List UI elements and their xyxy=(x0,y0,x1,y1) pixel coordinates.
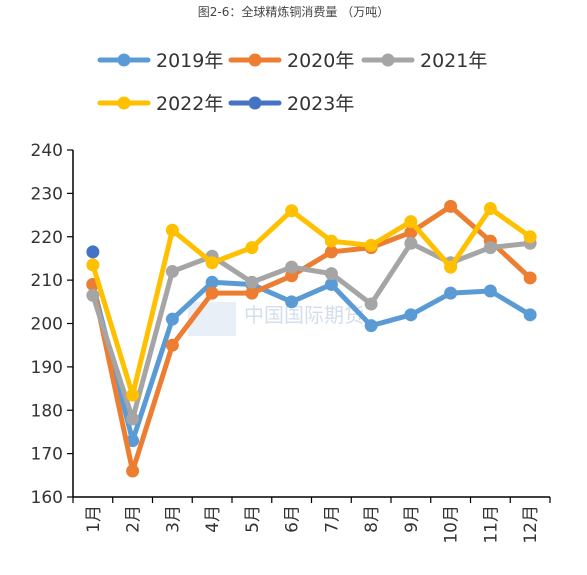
y-tick-label: 160 xyxy=(31,488,63,508)
x-tick-label: 5月 xyxy=(243,505,263,533)
data-point xyxy=(285,295,299,309)
watermark: 中国国际期货 xyxy=(188,302,364,336)
legend-swatch-marker xyxy=(248,53,262,67)
data-point xyxy=(523,308,537,322)
data-point xyxy=(285,204,299,218)
data-point xyxy=(86,288,100,302)
chart-axes: 160 170 180 190 200 210 220 230 240 1月 2月 3月 4月 5月 6月 7… xyxy=(31,141,551,544)
series-line xyxy=(90,279,533,444)
x-tick-label: 6月 xyxy=(283,505,303,533)
data-point xyxy=(126,464,140,478)
x-tick-label: 4月 xyxy=(203,505,223,533)
data-point xyxy=(324,234,338,248)
data-point xyxy=(444,199,458,213)
y-tick-label: 170 xyxy=(31,445,63,465)
y-tick-label: 230 xyxy=(31,184,63,204)
data-point xyxy=(404,215,418,229)
data-point xyxy=(86,245,100,259)
data-point xyxy=(205,256,219,270)
x-tick-label: 3月 xyxy=(163,505,183,533)
data-point xyxy=(444,286,458,300)
data-point xyxy=(86,258,100,272)
watermark-block xyxy=(188,302,236,336)
legend-swatch-marker xyxy=(248,96,262,110)
data-point xyxy=(126,388,140,402)
x-tick-label: 2月 xyxy=(124,505,144,533)
data-point xyxy=(324,277,338,291)
legend-label: 2022年 xyxy=(156,93,223,115)
y-tick-label: 200 xyxy=(31,315,63,335)
y-tick-label: 210 xyxy=(31,271,63,291)
legend-swatch-marker xyxy=(117,53,131,67)
data-point xyxy=(364,319,378,333)
data-point xyxy=(364,297,378,311)
data-point xyxy=(404,225,418,239)
data-point xyxy=(165,312,179,326)
y-tick-label: 220 xyxy=(31,228,63,248)
legend-label: 2019年 xyxy=(156,50,223,72)
x-tick-label: 11月 xyxy=(481,505,501,544)
y-tick-label: 180 xyxy=(31,401,63,421)
watermark-text: 中国国际期货 xyxy=(244,303,364,327)
chart-series xyxy=(86,199,537,478)
x-tick-label: 8月 xyxy=(362,505,382,533)
series-line xyxy=(90,203,533,474)
data-point xyxy=(245,241,259,255)
data-point xyxy=(483,284,497,298)
data-point xyxy=(205,275,219,289)
data-point xyxy=(165,223,179,237)
series-line xyxy=(90,206,533,398)
data-point xyxy=(523,230,537,244)
data-point xyxy=(126,412,140,426)
data-point xyxy=(364,238,378,252)
data-point xyxy=(165,264,179,278)
chart-legend: 2019年 2020年 2021年 2022年 2023年 xyxy=(97,50,487,115)
data-point xyxy=(324,245,338,259)
data-point xyxy=(483,241,497,255)
data-point xyxy=(444,260,458,274)
data-point xyxy=(483,202,497,216)
data-point xyxy=(324,267,338,281)
data-point xyxy=(404,308,418,322)
y-tick-label: 240 xyxy=(31,141,63,161)
legend-label: 2021年 xyxy=(420,50,487,72)
legend-label: 2020年 xyxy=(287,50,354,72)
x-tick-label: 7月 xyxy=(322,505,342,533)
data-point xyxy=(205,286,219,300)
data-point xyxy=(245,275,259,289)
y-tick-label: 190 xyxy=(31,358,63,378)
x-tick-label: 1月 xyxy=(84,505,104,533)
legend-label: 2023年 xyxy=(287,93,354,115)
data-point xyxy=(285,260,299,274)
chart-title: 图2-6：全球精炼铜消费量 （万吨） xyxy=(197,5,390,19)
data-point xyxy=(165,338,179,352)
legend-swatch-marker xyxy=(381,53,395,67)
x-tick-label: 10月 xyxy=(442,505,462,544)
data-point xyxy=(523,271,537,285)
x-tick-label: 12月 xyxy=(521,505,541,544)
legend-swatch-marker xyxy=(117,96,131,110)
data-point xyxy=(404,236,418,250)
data-point xyxy=(245,286,259,300)
x-tick-label: 9月 xyxy=(402,505,422,533)
